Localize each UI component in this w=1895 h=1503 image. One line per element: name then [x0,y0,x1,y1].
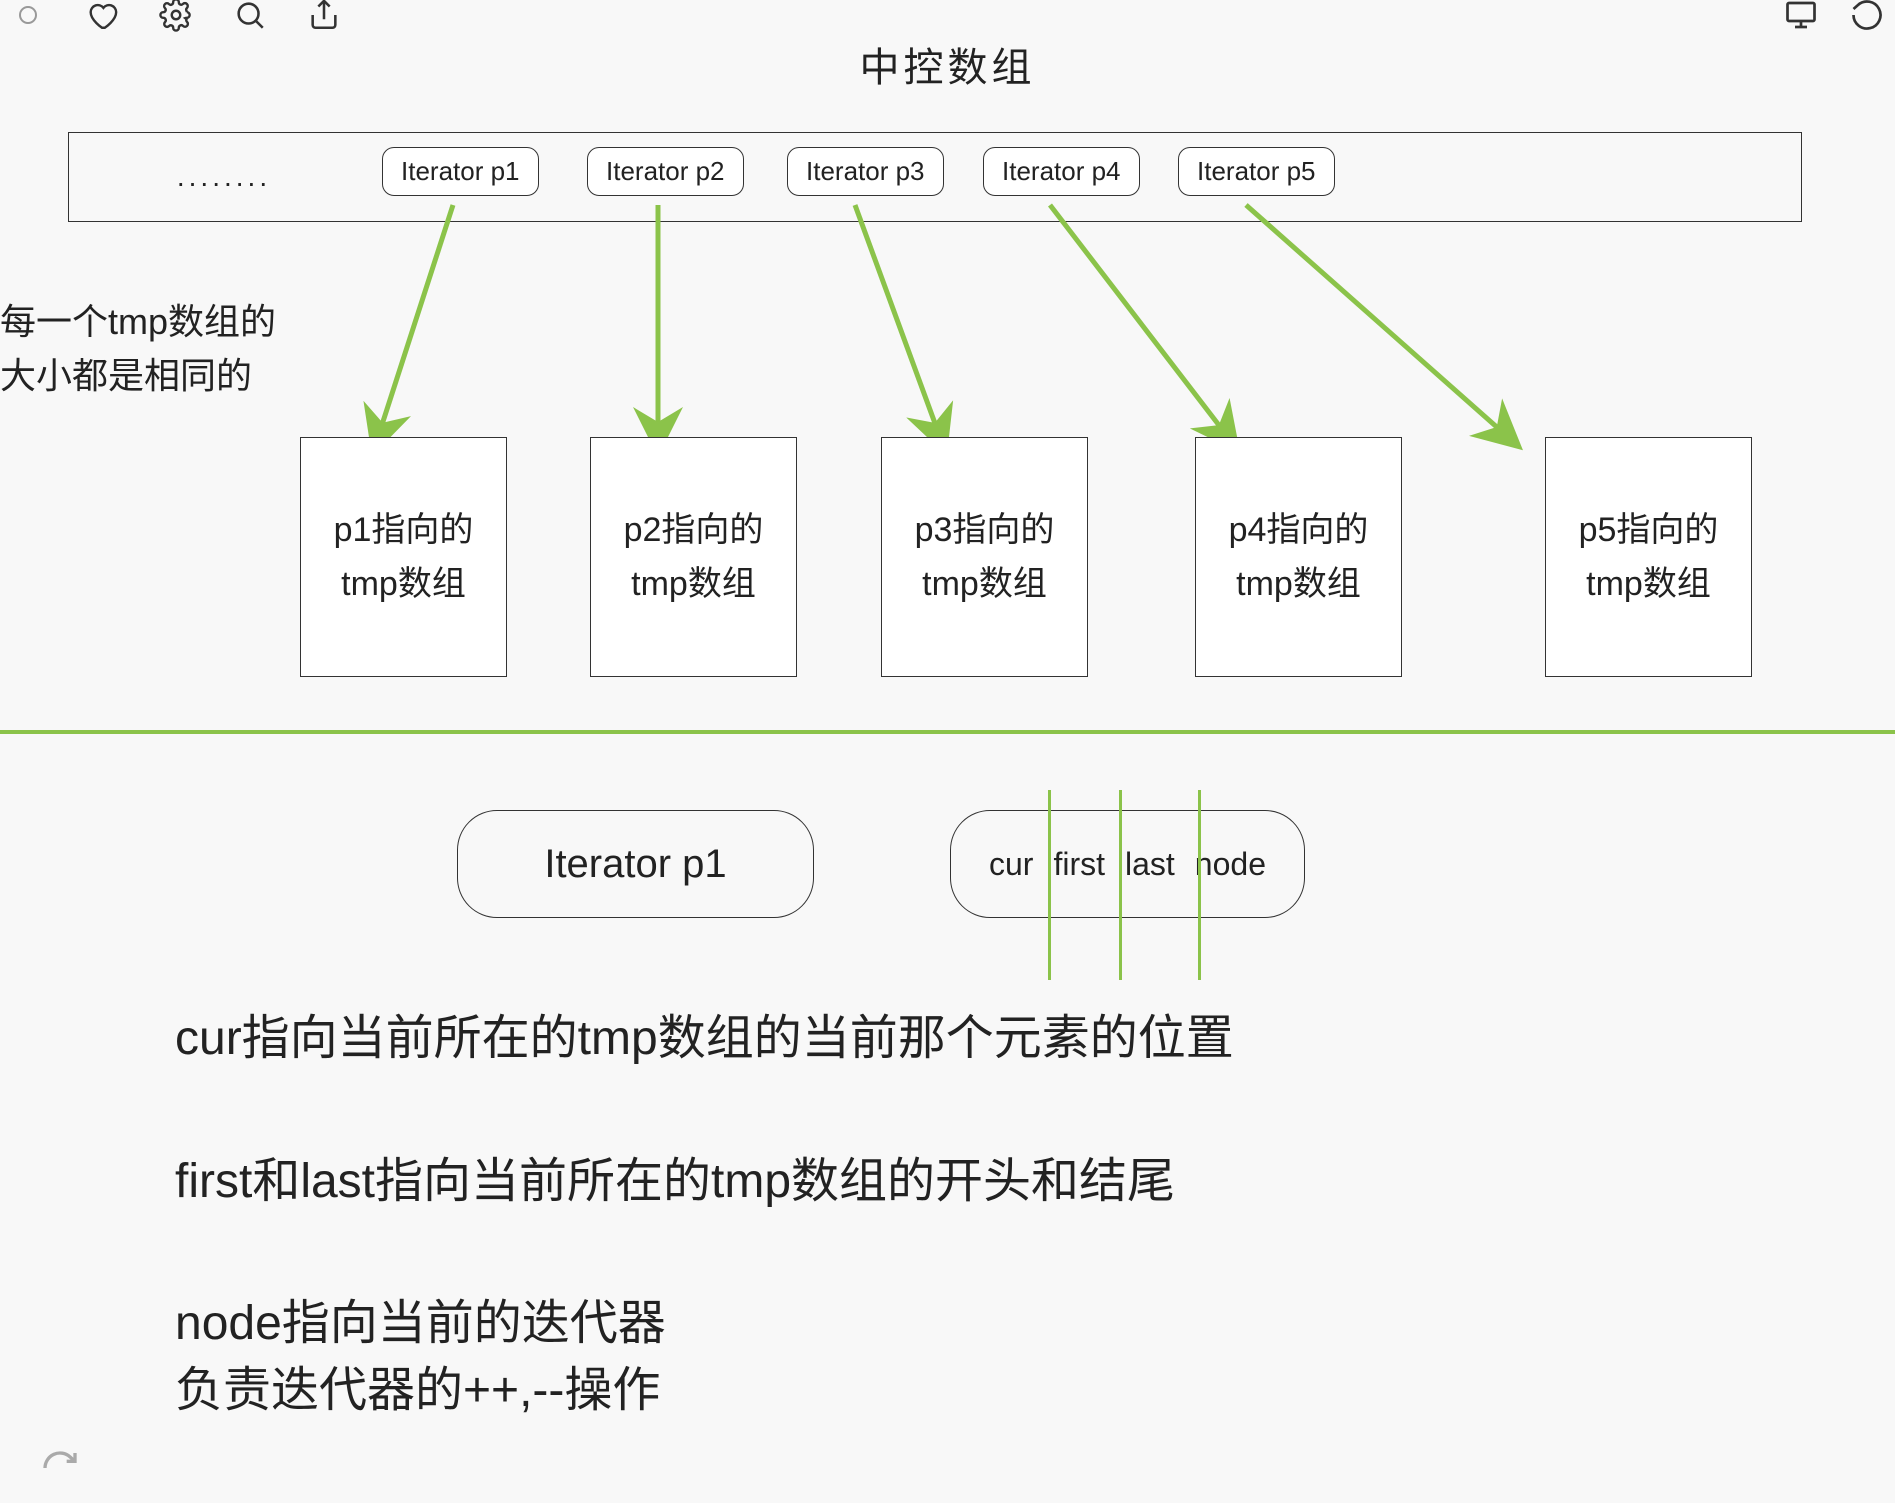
iterator-detail-label: Iterator p1 [544,842,726,887]
iterator-chip-p2: Iterator p2 [587,147,744,196]
tmp-box-p3: p3指向的tmp数组 [881,437,1088,677]
desc-first-last: first和last指向当前所在的tmp数组的开头和结尾 [175,1148,1175,1215]
arrow-p1 [378,205,453,437]
toolbar-left [10,0,342,33]
field-separator-3 [1198,790,1201,980]
field-separator-2 [1119,790,1122,980]
iterator-chip-p4: Iterator p4 [983,147,1140,196]
side-note-line2: 大小都是相同的 [0,349,276,403]
section-separator [0,730,1895,734]
arrow-p4 [1050,205,1228,437]
iterator-chip-p5: Iterator p5 [1178,147,1335,196]
arrow-p3 [855,205,940,437]
desc-node-line1: node指向当前的迭代器 [175,1290,666,1357]
refresh-icon[interactable] [1849,0,1885,33]
iterator-fields-pill: curfirstlastnode [950,810,1305,918]
toolbar-right [1783,0,1885,33]
left-ellipsis: ........ [69,161,379,193]
share-icon[interactable] [306,0,342,33]
desc-node-line2: 负责迭代器的++,--操作 [175,1357,666,1424]
field-cur: cur [979,846,1043,883]
iterator-detail-pill: Iterator p1 [457,810,814,918]
side-note: 每一个tmp数组的 大小都是相同的 [0,295,276,403]
side-note-line1: 每一个tmp数组的 [0,295,276,349]
heart-icon[interactable] [84,0,120,33]
tmp-box-p5: p5指向的tmp数组 [1545,437,1752,677]
field-first: first [1043,846,1115,883]
arrow-p5 [1246,205,1508,437]
redo-icon[interactable] [40,1448,80,1493]
gear-icon[interactable] [158,0,194,33]
desc-cur: cur指向当前所在的tmp数组的当前那个元素的位置 [175,1005,1234,1072]
field-last: last [1115,846,1185,883]
iterator-chip-p1: Iterator p1 [382,147,539,196]
search-icon[interactable] [232,0,268,33]
diagram-title: 中控数组 [860,35,1036,93]
iterator-chip-p3: Iterator p3 [787,147,944,196]
field-separator-1 [1048,790,1051,980]
tmp-box-p1: p1指向的tmp数组 [300,437,507,677]
toolbar [0,0,1895,30]
tmp-box-p2: p2指向的tmp数组 [590,437,797,677]
present-icon[interactable] [1783,0,1819,33]
desc-node: node指向当前的迭代器 负责迭代器的++,--操作 [175,1290,666,1424]
tmp-box-p4: p4指向的tmp数组 [1195,437,1402,677]
circle-icon[interactable] [10,0,46,33]
